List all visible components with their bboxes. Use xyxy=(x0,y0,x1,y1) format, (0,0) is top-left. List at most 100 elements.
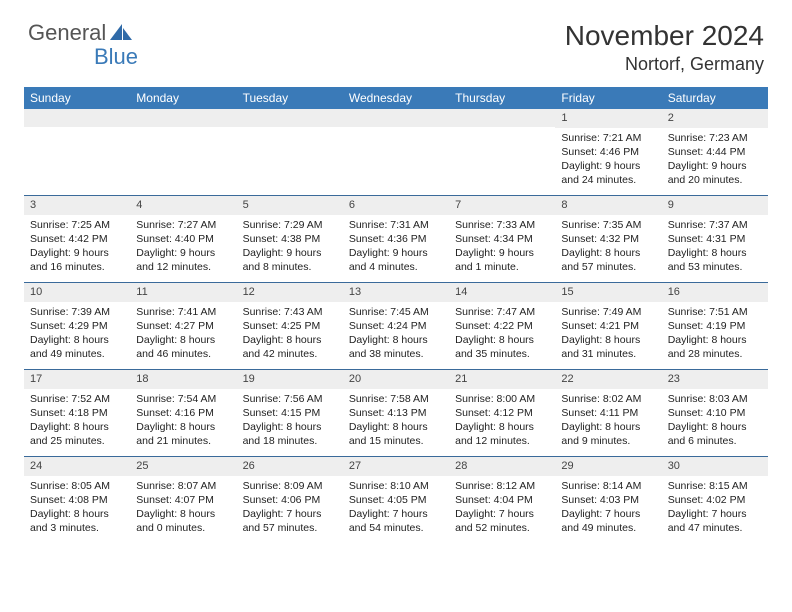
day-details: Sunrise: 7:43 AMSunset: 4:25 PMDaylight:… xyxy=(237,302,343,368)
day-number: 15 xyxy=(555,283,661,302)
daylight-line1: Daylight: 7 hours xyxy=(455,507,549,521)
daylight-line2: and 8 minutes. xyxy=(243,260,337,274)
sunrise-text: Sunrise: 7:56 AM xyxy=(243,392,337,406)
calendar-day: 18Sunrise: 7:54 AMSunset: 4:16 PMDayligh… xyxy=(130,370,236,456)
sunrise-text: Sunrise: 8:09 AM xyxy=(243,479,337,493)
sunrise-text: Sunrise: 7:41 AM xyxy=(136,305,230,319)
calendar-day: 9Sunrise: 7:37 AMSunset: 4:31 PMDaylight… xyxy=(662,196,768,282)
calendar-day: 27Sunrise: 8:10 AMSunset: 4:05 PMDayligh… xyxy=(343,457,449,543)
calendar-day: 24Sunrise: 8:05 AMSunset: 4:08 PMDayligh… xyxy=(24,457,130,543)
day-details: Sunrise: 8:00 AMSunset: 4:12 PMDaylight:… xyxy=(449,389,555,455)
daylight-line1: Daylight: 8 hours xyxy=(668,246,762,260)
daylight-line2: and 53 minutes. xyxy=(668,260,762,274)
sunset-text: Sunset: 4:34 PM xyxy=(455,232,549,246)
sunset-text: Sunset: 4:15 PM xyxy=(243,406,337,420)
day-number: 1 xyxy=(555,109,661,128)
brand-sail-icon xyxy=(110,24,132,42)
day-details: Sunrise: 7:58 AMSunset: 4:13 PMDaylight:… xyxy=(343,389,449,455)
sunrise-text: Sunrise: 7:45 AM xyxy=(349,305,443,319)
daylight-line1: Daylight: 8 hours xyxy=(455,333,549,347)
sunset-text: Sunset: 4:08 PM xyxy=(30,493,124,507)
daylight-line2: and 42 minutes. xyxy=(243,347,337,361)
day-details: Sunrise: 7:47 AMSunset: 4:22 PMDaylight:… xyxy=(449,302,555,368)
calendar-day xyxy=(237,109,343,195)
day-number: 16 xyxy=(662,283,768,302)
sunset-text: Sunset: 4:36 PM xyxy=(349,232,443,246)
daylight-line1: Daylight: 8 hours xyxy=(561,246,655,260)
page-header: GeneralBlue November 2024 Nortorf, Germa… xyxy=(0,0,792,83)
day-details: Sunrise: 8:10 AMSunset: 4:05 PMDaylight:… xyxy=(343,476,449,542)
calendar-day xyxy=(130,109,236,195)
location-label: Nortorf, Germany xyxy=(565,54,764,75)
sunrise-text: Sunrise: 7:31 AM xyxy=(349,218,443,232)
calendar-day: 6 Sunrise: 7:31 AMSunset: 4:36 PMDaylight… xyxy=(343,196,449,282)
daylight-line1: Daylight: 7 hours xyxy=(668,507,762,521)
sunrise-text: Sunrise: 8:07 AM xyxy=(136,479,230,493)
sunset-text: Sunset: 4:05 PM xyxy=(349,493,443,507)
sunrise-text: Sunrise: 8:03 AM xyxy=(668,392,762,406)
daylight-line2: and 46 minutes. xyxy=(136,347,230,361)
sunrise-text: Sunrise: 7:27 AM xyxy=(136,218,230,232)
weekday-header: Tuesday xyxy=(237,87,343,109)
day-number: 20 xyxy=(343,370,449,389)
calendar-day: 5Sunrise: 7:29 AMSunset: 4:38 PMDaylight… xyxy=(237,196,343,282)
day-number: 23 xyxy=(662,370,768,389)
daylight-line2: and 9 minutes. xyxy=(561,434,655,448)
day-number: 21 xyxy=(449,370,555,389)
weekday-header: Wednesday xyxy=(343,87,449,109)
daylight-line1: Daylight: 8 hours xyxy=(243,420,337,434)
daylight-line2: and 0 minutes. xyxy=(136,521,230,535)
weeks-container: 1Sunrise: 7:21 AMSunset: 4:46 PMDaylight… xyxy=(24,109,768,543)
calendar-day: 21Sunrise: 8:00 AMSunset: 4:12 PMDayligh… xyxy=(449,370,555,456)
daylight-line1: Daylight: 9 hours xyxy=(349,246,443,260)
daylight-line1: Daylight: 8 hours xyxy=(30,333,124,347)
sunset-text: Sunset: 4:19 PM xyxy=(668,319,762,333)
day-number: 30 xyxy=(662,457,768,476)
sunset-text: Sunset: 4:11 PM xyxy=(561,406,655,420)
day-number: 19 xyxy=(237,370,343,389)
daylight-line2: and 20 minutes. xyxy=(668,173,762,187)
sunset-text: Sunset: 4:10 PM xyxy=(668,406,762,420)
weekday-header: Monday xyxy=(130,87,236,109)
sunset-text: Sunset: 4:24 PM xyxy=(349,319,443,333)
day-number: 6 xyxy=(343,196,449,215)
daylight-line1: Daylight: 7 hours xyxy=(243,507,337,521)
sunset-text: Sunset: 4:27 PM xyxy=(136,319,230,333)
calendar-day: 25Sunrise: 8:07 AMSunset: 4:07 PMDayligh… xyxy=(130,457,236,543)
daylight-line2: and 25 minutes. xyxy=(30,434,124,448)
day-details: Sunrise: 8:15 AMSunset: 4:02 PMDaylight:… xyxy=(662,476,768,542)
daylight-line2: and 31 minutes. xyxy=(561,347,655,361)
calendar-week: 24Sunrise: 8:05 AMSunset: 4:08 PMDayligh… xyxy=(24,456,768,543)
calendar-day: 23Sunrise: 8:03 AMSunset: 4:10 PMDayligh… xyxy=(662,370,768,456)
sunset-text: Sunset: 4:18 PM xyxy=(30,406,124,420)
sunrise-text: Sunrise: 7:49 AM xyxy=(561,305,655,319)
day-number: 3 xyxy=(24,196,130,215)
sunset-text: Sunset: 4:31 PM xyxy=(668,232,762,246)
sunrise-text: Sunrise: 8:00 AM xyxy=(455,392,549,406)
day-details: Sunrise: 7:54 AMSunset: 4:16 PMDaylight:… xyxy=(130,389,236,455)
calendar-day: 11Sunrise: 7:41 AMSunset: 4:27 PMDayligh… xyxy=(130,283,236,369)
weekday-header: Thursday xyxy=(449,87,555,109)
daylight-line1: Daylight: 9 hours xyxy=(30,246,124,260)
sunrise-text: Sunrise: 7:29 AM xyxy=(243,218,337,232)
calendar-day: 29Sunrise: 8:14 AMSunset: 4:03 PMDayligh… xyxy=(555,457,661,543)
daylight-line2: and 16 minutes. xyxy=(30,260,124,274)
sunset-text: Sunset: 4:42 PM xyxy=(30,232,124,246)
sunset-text: Sunset: 4:21 PM xyxy=(561,319,655,333)
day-details: Sunrise: 7:51 AMSunset: 4:19 PMDaylight:… xyxy=(662,302,768,368)
sunrise-text: Sunrise: 7:51 AM xyxy=(668,305,762,319)
day-details: Sunrise: 7:25 AMSunset: 4:42 PMDaylight:… xyxy=(24,215,130,281)
daylight-line2: and 12 minutes. xyxy=(136,260,230,274)
daylight-line2: and 57 minutes. xyxy=(243,521,337,535)
calendar-day: 14Sunrise: 7:47 AMSunset: 4:22 PMDayligh… xyxy=(449,283,555,369)
sunrise-text: Sunrise: 7:25 AM xyxy=(30,218,124,232)
calendar-day: 10Sunrise: 7:39 AMSunset: 4:29 PMDayligh… xyxy=(24,283,130,369)
day-details: Sunrise: 8:03 AMSunset: 4:10 PMDaylight:… xyxy=(662,389,768,455)
calendar-day xyxy=(24,109,130,195)
daylight-line2: and 49 minutes. xyxy=(561,521,655,535)
daylight-line1: Daylight: 9 hours xyxy=(455,246,549,260)
calendar-week: 3Sunrise: 7:25 AMSunset: 4:42 PMDaylight… xyxy=(24,195,768,282)
daylight-line2: and 15 minutes. xyxy=(349,434,443,448)
sunset-text: Sunset: 4:44 PM xyxy=(668,145,762,159)
day-number: 9 xyxy=(662,196,768,215)
